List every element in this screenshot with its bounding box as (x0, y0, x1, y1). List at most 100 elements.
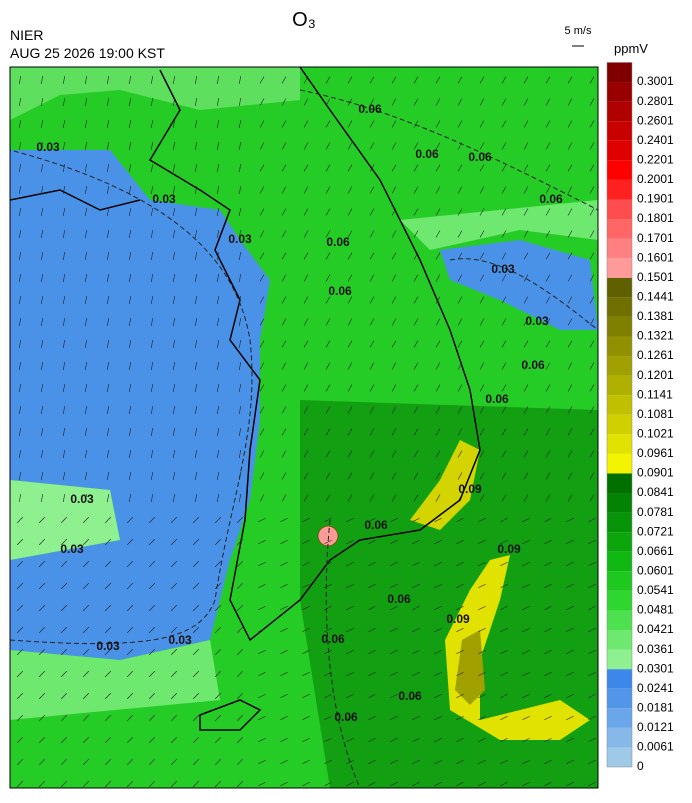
wind-vector (258, 605, 266, 611)
wind-vector (63, 362, 65, 370)
wind-vector (346, 539, 354, 545)
wind-vector (368, 517, 376, 523)
wind-vector (281, 384, 287, 392)
wind-vector (391, 406, 397, 414)
wind-vector (195, 450, 197, 458)
contour-label: 0.06 (364, 518, 388, 532)
wind-vector (126, 538, 134, 546)
wind-vector (239, 472, 241, 480)
contour-label: 0.09 (446, 612, 470, 626)
colorbar-label: 0.1021 (637, 426, 674, 440)
wind-vector (170, 516, 178, 524)
wind-vector (523, 450, 529, 458)
high-field (300, 400, 598, 788)
wind-vector (589, 340, 595, 348)
wind-vector (19, 362, 21, 370)
wind-vector (217, 494, 219, 502)
wind-vector (479, 252, 485, 260)
wind-vector (107, 340, 109, 348)
wind-vector (302, 781, 310, 787)
wind-vector (325, 164, 331, 172)
wind-vector (413, 120, 419, 128)
colorbar-swatch (607, 669, 632, 689)
colorbar-label: 0.0781 (637, 505, 674, 519)
wind-vector (126, 604, 134, 612)
wind-vector (195, 76, 197, 84)
wind-vector (391, 428, 397, 436)
wind-vector (192, 670, 200, 678)
wind-vector (391, 76, 397, 84)
colorbar-label: 0.0721 (637, 524, 674, 538)
wind-vector (413, 340, 419, 348)
wind-vector (16, 582, 24, 590)
wind-vector (217, 252, 219, 260)
wind-vector (63, 494, 65, 502)
wind-vector (60, 758, 68, 766)
wind-vector (151, 76, 153, 84)
wind-vector (239, 384, 241, 392)
wind-vector (85, 340, 87, 348)
wind-vector (390, 715, 398, 721)
wind-vector (369, 164, 375, 172)
wind-vector (545, 318, 551, 326)
wind-vector (589, 406, 595, 414)
wind-vector (259, 274, 265, 282)
wind-vector (478, 561, 486, 567)
wind-vector (369, 296, 375, 304)
wind-vector (259, 384, 265, 392)
wind-vector (347, 76, 353, 84)
wind-vector (347, 164, 353, 172)
wind-vector (434, 605, 442, 611)
wind-vector (195, 296, 197, 304)
wind-vector (435, 142, 441, 150)
wind-vector (107, 98, 109, 106)
wind-vector (41, 450, 43, 458)
wind-vector (324, 693, 332, 699)
wind-vector (478, 759, 486, 765)
wind-vector (236, 670, 244, 678)
wind-vector (192, 736, 200, 744)
wind-vector (368, 781, 376, 787)
wind-vector (85, 362, 87, 370)
colorbar-swatch (607, 179, 632, 200)
datetime: AUG 25 2026 19:00 KST (10, 45, 165, 61)
wind-vector (368, 737, 376, 743)
wind-vector (214, 626, 222, 634)
wind-vector (236, 604, 244, 612)
wind-vector (523, 494, 529, 502)
wind-vector (369, 230, 375, 238)
wind-vector (347, 120, 353, 128)
wind-vector (434, 781, 442, 787)
contour (449, 258, 598, 331)
wind-vector (589, 208, 595, 216)
wind-vector (236, 582, 244, 590)
wind-vector (303, 142, 309, 150)
wind-vector (588, 539, 596, 545)
wind-vector (214, 758, 222, 766)
coastline (148, 67, 481, 642)
wind-vector (566, 715, 574, 721)
wind-vector (544, 781, 552, 787)
wind-vector (545, 208, 551, 216)
wind-vector (346, 693, 354, 699)
wind-vector (479, 318, 485, 326)
wind-vector (239, 274, 241, 282)
wind-vector (104, 692, 112, 700)
wind-vector (501, 318, 507, 326)
wind-vector (63, 274, 65, 282)
wind-vector (258, 737, 266, 743)
colorbar-label: 0.1901 (637, 192, 674, 206)
wind-vector (281, 142, 287, 150)
wind-vector (479, 208, 485, 216)
wind-vector (412, 671, 420, 677)
wind-vector (129, 164, 131, 172)
wind-vector (107, 450, 109, 458)
wind-vector (259, 208, 265, 216)
wind-vector (588, 649, 596, 655)
wind-vector (217, 164, 219, 172)
wind-vector (501, 274, 507, 282)
wind-vector (545, 252, 551, 260)
wind-vector (413, 406, 419, 414)
colorbar-label: 0.1321 (637, 329, 674, 343)
colorbar-label: 0.1441 (637, 289, 674, 303)
